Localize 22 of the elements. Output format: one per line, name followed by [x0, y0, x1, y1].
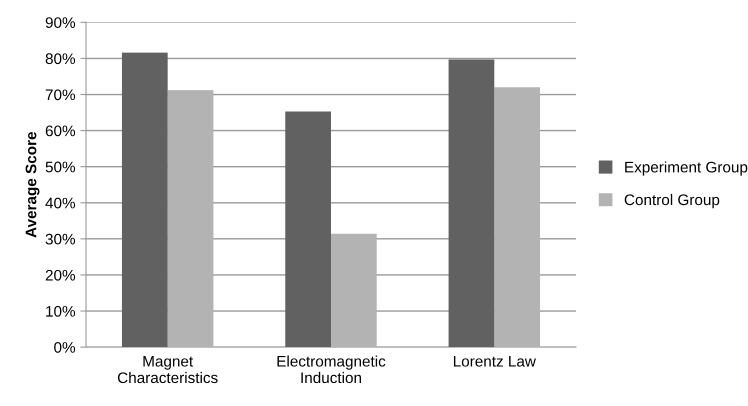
bar	[494, 87, 540, 348]
bar	[285, 111, 331, 348]
x-tick-label: Lorentz Law	[454, 356, 536, 367]
y-tick-label: 40%	[45, 198, 76, 208]
x-tick-label: Magnet Characteristics	[118, 356, 218, 384]
legend-label: Experiment Group	[625, 161, 748, 176]
y-tick-label: 60%	[46, 125, 76, 136]
y-tick-label: 70%	[46, 89, 76, 100]
bar	[168, 90, 214, 348]
x-tick-label: Electromagnetic Induction	[277, 355, 386, 384]
y-tick-label: 10%	[46, 306, 76, 317]
y-tick-label: 20%	[46, 270, 76, 281]
y-axis-title: Average Score	[26, 132, 40, 238]
y-tick-label: 50%	[46, 162, 76, 172]
y-tick-label: 80%	[46, 53, 76, 64]
bar	[122, 52, 168, 348]
y-tick-label: 90%	[46, 17, 76, 28]
y-tick-label: 0%	[54, 342, 76, 353]
bar	[330, 234, 377, 348]
y-tick-label: 30%	[46, 234, 76, 245]
bar	[448, 60, 494, 348]
legend-label: Control Group	[624, 194, 720, 208]
